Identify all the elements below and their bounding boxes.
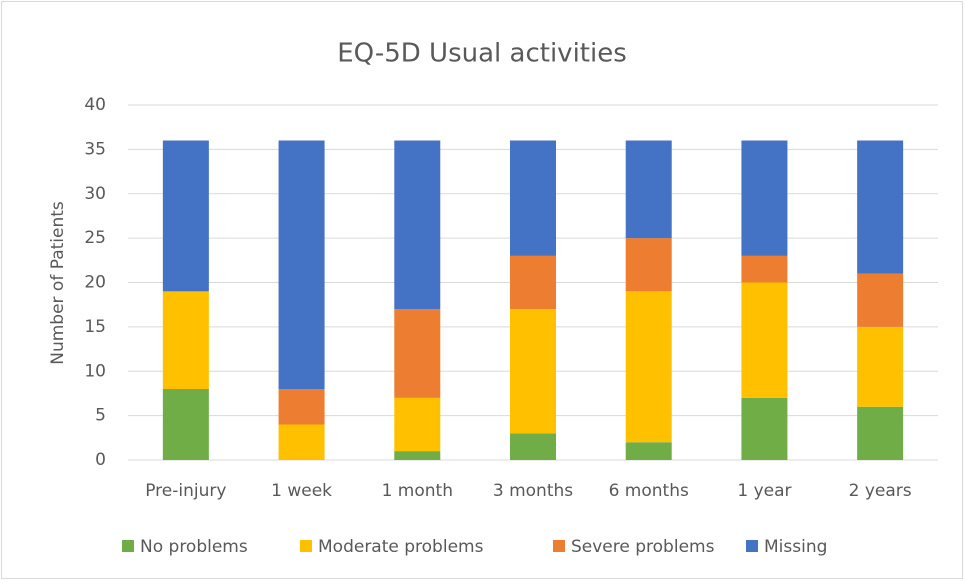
legend-label: Missing bbox=[764, 537, 827, 557]
bar-segment bbox=[394, 397, 441, 452]
legend-label: Severe problems bbox=[571, 537, 715, 557]
x-tick-label: 1 week bbox=[271, 481, 332, 501]
bar-segment bbox=[162, 291, 209, 389]
bar-segment bbox=[741, 397, 788, 460]
bar-segment bbox=[278, 424, 325, 460]
x-tick-label: 2 years bbox=[849, 481, 912, 501]
bar-segment bbox=[278, 389, 325, 425]
y-axis-label: Number of Patients bbox=[48, 201, 68, 365]
y-tick-label: 35 bbox=[84, 139, 106, 159]
y-tick-label: 10 bbox=[84, 361, 106, 381]
bar-segment bbox=[857, 140, 904, 274]
y-tick-label: 20 bbox=[84, 273, 106, 293]
legend-label: Moderate problems bbox=[318, 537, 484, 557]
bar-segment bbox=[857, 406, 904, 460]
bar-segment bbox=[741, 282, 788, 398]
bar-segment bbox=[510, 140, 556, 256]
bar-segment bbox=[625, 442, 672, 460]
x-tick-label: 3 months bbox=[493, 481, 573, 501]
bar-segment bbox=[741, 255, 788, 283]
legend-swatch bbox=[553, 540, 565, 552]
bar-segment bbox=[625, 238, 672, 292]
bar-segment bbox=[625, 140, 672, 239]
bar-segment bbox=[625, 291, 672, 443]
bar-segment bbox=[510, 309, 556, 434]
chart-title: EQ-5D Usual activities bbox=[337, 39, 627, 69]
bar-segment bbox=[394, 140, 441, 310]
bar-segment bbox=[857, 273, 904, 327]
bar-segment bbox=[510, 255, 556, 310]
y-tick-label: 0 bbox=[95, 450, 106, 470]
y-tick-label: 15 bbox=[84, 317, 106, 337]
y-tick-label: 40 bbox=[84, 95, 106, 115]
y-tick-label: 25 bbox=[84, 228, 106, 248]
bar-segment bbox=[162, 140, 209, 292]
bar-segment bbox=[510, 433, 556, 460]
legend-swatch bbox=[122, 540, 134, 552]
x-tick-label: 1 year bbox=[737, 481, 791, 501]
bar-segment bbox=[741, 140, 788, 256]
bar-segment bbox=[857, 326, 904, 407]
y-tick-label: 5 bbox=[95, 406, 106, 426]
y-tick-label: 30 bbox=[84, 184, 106, 204]
bar-segment bbox=[278, 140, 325, 389]
bar-segment bbox=[394, 309, 441, 398]
x-tick-label: Pre-injury bbox=[145, 481, 226, 501]
legend-swatch bbox=[746, 540, 758, 552]
bar-segment bbox=[162, 389, 209, 460]
x-tick-label: 1 month bbox=[382, 481, 453, 501]
legend-swatch bbox=[300, 540, 312, 552]
legend-label: No problems bbox=[140, 537, 248, 557]
bar-segment bbox=[394, 451, 441, 460]
x-tick-label: 6 months bbox=[609, 481, 689, 501]
